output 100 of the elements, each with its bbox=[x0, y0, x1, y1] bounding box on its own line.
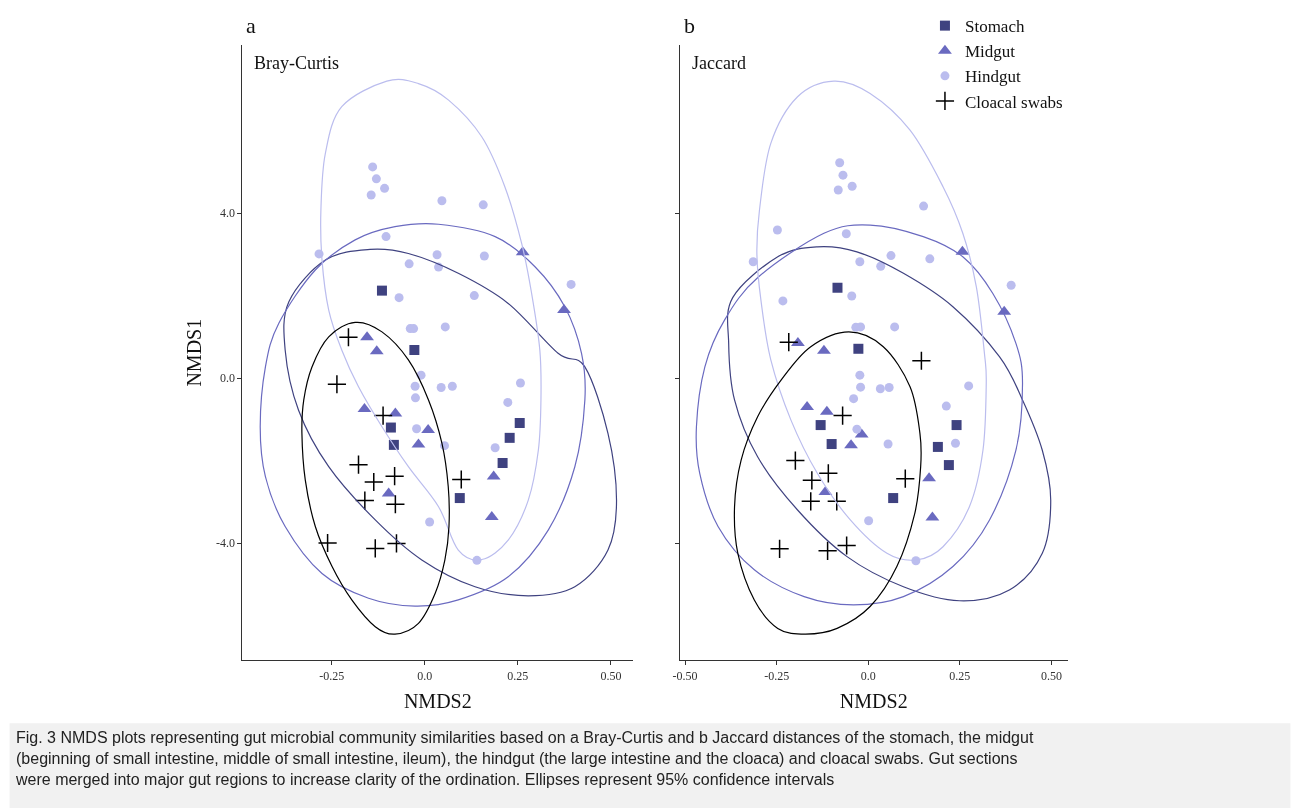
point bbox=[327, 374, 347, 395]
point bbox=[394, 293, 404, 303]
point bbox=[778, 296, 788, 306]
y-tick-label: -4.0 bbox=[215, 536, 235, 551]
point bbox=[875, 384, 885, 394]
point bbox=[566, 279, 576, 289]
point bbox=[409, 345, 420, 356]
point bbox=[490, 443, 500, 453]
point bbox=[832, 282, 843, 293]
point bbox=[371, 174, 381, 184]
point bbox=[348, 454, 369, 475]
point bbox=[1006, 280, 1016, 290]
point bbox=[410, 381, 420, 391]
point bbox=[354, 490, 375, 511]
point bbox=[844, 439, 858, 449]
point bbox=[478, 200, 488, 210]
point bbox=[432, 250, 442, 260]
point bbox=[964, 381, 974, 391]
point bbox=[890, 322, 900, 332]
point bbox=[826, 439, 837, 450]
point bbox=[769, 538, 790, 559]
point bbox=[838, 170, 848, 180]
x-tick-label: -0.50 bbox=[672, 668, 698, 683]
point bbox=[384, 466, 405, 487]
point bbox=[772, 225, 782, 235]
point bbox=[853, 343, 864, 354]
annotation: Jaccard bbox=[692, 53, 746, 73]
point bbox=[386, 533, 407, 554]
point bbox=[832, 405, 853, 426]
legend-label: Midgut bbox=[964, 42, 1016, 62]
caption: Fig. 3 NMDS plots representing gut microbial community similarities based on a Bray-Curtis and b Jaccard distances of the stomach, the midgut (beginning of small intestine, middle of small intestine, ileum), the hindgut (the large intestine and the cloaca) and cloacal swabs. Gut sections were merged into major gut regions to increase clarity of the ordination. Ellipses represent 95% confidence intervals bbox=[15, 729, 1034, 788]
point bbox=[951, 420, 962, 431]
point bbox=[943, 460, 954, 471]
point bbox=[440, 322, 450, 332]
point bbox=[381, 232, 391, 242]
legend-label: Hindgut bbox=[964, 67, 1021, 87]
point bbox=[818, 463, 839, 484]
point bbox=[376, 285, 387, 296]
point bbox=[479, 251, 489, 261]
point bbox=[437, 196, 447, 206]
point bbox=[817, 541, 838, 561]
point bbox=[849, 394, 859, 404]
point bbox=[817, 344, 831, 354]
point bbox=[855, 370, 865, 380]
point bbox=[469, 291, 479, 301]
y-axis-title: NMDS1 bbox=[183, 318, 206, 387]
point bbox=[447, 381, 457, 391]
chart-title: b bbox=[684, 13, 695, 38]
point bbox=[385, 422, 396, 433]
point bbox=[385, 494, 406, 515]
point bbox=[360, 331, 374, 341]
point bbox=[778, 332, 799, 353]
point bbox=[876, 261, 886, 271]
point bbox=[454, 493, 465, 504]
point bbox=[503, 397, 513, 407]
point bbox=[368, 162, 378, 172]
point bbox=[856, 382, 866, 392]
x-tick-label: 0.50 bbox=[1040, 668, 1062, 683]
point bbox=[864, 516, 874, 526]
chart-title: a bbox=[246, 13, 256, 38]
point bbox=[800, 491, 821, 512]
point bbox=[366, 190, 376, 200]
point bbox=[883, 439, 893, 449]
point bbox=[317, 533, 338, 553]
point bbox=[886, 251, 896, 261]
point bbox=[815, 420, 826, 431]
x-tick-label: -0.25 bbox=[319, 668, 345, 683]
point bbox=[373, 405, 393, 426]
point bbox=[497, 458, 508, 469]
point bbox=[836, 535, 857, 556]
x-axis-title: NMDS2 bbox=[839, 690, 908, 713]
point bbox=[833, 185, 843, 195]
point bbox=[404, 259, 414, 269]
point bbox=[425, 517, 435, 527]
point bbox=[835, 158, 845, 168]
point bbox=[932, 441, 943, 452]
point bbox=[852, 424, 862, 434]
point bbox=[365, 538, 386, 559]
point bbox=[884, 383, 894, 393]
legend-label: Cloacal swabs bbox=[964, 92, 1063, 112]
point bbox=[338, 327, 359, 348]
y-tick-label: 4.0 bbox=[219, 206, 235, 221]
annotation: Bray-Curtis bbox=[254, 53, 339, 73]
point bbox=[888, 493, 899, 504]
point bbox=[380, 183, 390, 193]
point bbox=[911, 350, 932, 371]
point bbox=[515, 378, 525, 388]
x-axis-title: NMDS2 bbox=[403, 690, 472, 713]
y-tick-label: 0.0 bbox=[219, 371, 235, 386]
x-tick-label: 0.25 bbox=[507, 668, 529, 683]
x-tick-label: 0.0 bbox=[417, 668, 433, 683]
point bbox=[895, 468, 916, 489]
point bbox=[514, 418, 525, 429]
point bbox=[504, 432, 515, 443]
point bbox=[841, 229, 851, 239]
legend-label: Stomach bbox=[964, 17, 1025, 37]
x-tick-label: 0.0 bbox=[860, 668, 876, 683]
point bbox=[412, 424, 422, 434]
x-tick-label: -0.25 bbox=[764, 668, 790, 683]
point bbox=[802, 470, 822, 491]
